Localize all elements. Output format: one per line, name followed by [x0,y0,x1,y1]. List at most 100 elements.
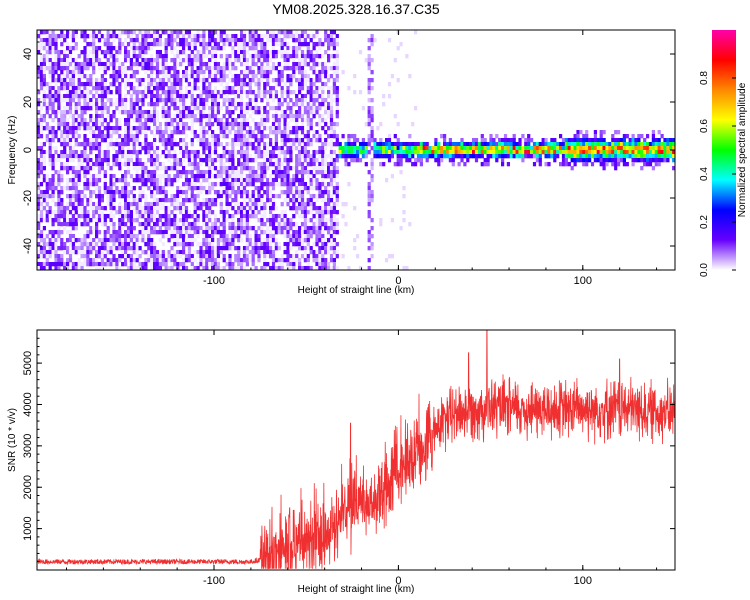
heatmap-cell [237,246,241,251]
heatmap-cell [153,178,157,183]
heatmap-cell [222,210,226,215]
heatmap-cell [135,134,139,139]
heatmap-cell [193,238,197,243]
heatmap-cell [92,62,96,67]
heatmap-cell [321,154,325,159]
heatmap-cell [248,46,252,51]
heatmap-cell [495,150,499,155]
heatmap-cell [225,134,229,139]
heatmap-cell [399,170,403,175]
heatmap-cell [100,34,104,39]
heatmap-cell [202,198,206,203]
heatmap-cell [318,70,322,75]
heatmap-cell [199,58,203,63]
heatmap-cell [251,166,255,171]
heatmap-cell [106,38,110,43]
heatmap-cell [124,110,128,115]
heatmap-cell [306,254,310,259]
heatmap-cell [71,174,75,179]
heatmap-cell [83,262,87,267]
heatmap-cell [89,218,93,223]
heatmap-cell [234,106,238,111]
heatmap-cell [39,234,44,239]
heatmap-cell [190,94,194,99]
heatmap-cell [327,74,331,79]
heatmap-cell [263,246,267,251]
heatmap-cell [213,54,218,59]
heatmap-cell [57,178,61,183]
heatmap-cell [97,238,102,243]
heatmap-cell [295,174,299,179]
heatmap-cell [92,246,96,251]
heatmap-cell [321,222,325,227]
heatmap-cell [60,122,64,127]
heatmap-cell [179,82,183,87]
heatmap-cell [92,50,96,55]
heatmap-cell [39,190,44,195]
heatmap-cell [469,146,473,151]
heatmap-cell [184,242,189,247]
heatmap-cell [588,142,592,147]
heatmap-cell [561,146,566,151]
heatmap-cell [286,254,290,259]
heatmap-cell [286,194,290,199]
heatmap-cell [80,90,84,95]
heatmap-cell [280,90,284,95]
heatmap-cell [109,54,113,59]
heatmap-cell [306,106,310,111]
heatmap-cell [266,234,270,239]
heatmap-cell [211,166,215,171]
heatmap-cell [161,130,165,135]
heatmap-cell [187,242,191,247]
heatmap-cell [570,138,574,143]
heatmap-cell [280,46,284,51]
heatmap-cell [387,138,392,143]
heatmap-cell [370,126,374,131]
heatmap-cell [80,166,84,171]
heatmap-cell [385,150,389,155]
heatmap-cell [187,126,191,131]
heatmap-cell [205,246,209,251]
heatmap-cell [45,262,49,267]
heatmap-cell [37,122,41,127]
heatmap-cell [280,178,284,183]
heatmap-cell [100,102,104,107]
heatmap-cell [112,202,116,207]
heatmap-cell [269,38,273,43]
heatmap-cell [295,234,299,239]
heatmap-cell [396,154,400,159]
heatmap-cell [309,226,313,231]
heatmap-cell [245,218,249,223]
heatmap-cell [585,134,589,139]
heatmap-cell [176,70,180,75]
heatmap-cell [295,162,299,167]
heatmap-cell [158,198,162,203]
heatmap-cell [63,146,67,151]
heatmap-cell [263,94,267,99]
heatmap-cell [100,166,104,171]
heatmap-cell [118,246,122,251]
heatmap-cell [211,138,215,143]
heatmap-cell [582,146,586,151]
heatmap-cell [187,258,191,263]
heatmap-cell [286,94,290,99]
heatmap-cell [234,38,238,43]
heatmap-cell [92,94,96,99]
heatmap-cell [271,146,276,151]
heatmap-cell [590,150,595,155]
heatmap-cell [74,222,78,227]
heatmap-cell [124,198,128,203]
heatmap-cell [179,42,183,47]
heatmap-cell [327,106,331,111]
heatmap-cell [173,38,177,43]
heatmap-cell [327,94,331,99]
heatmap-cell [503,134,508,139]
heatmap-cell [60,150,64,155]
heatmap-cell [39,46,44,51]
heatmap-cell [80,62,84,67]
heatmap-cell [60,78,64,83]
heatmap-cell [147,230,151,235]
heatmap-cell [335,102,339,107]
chart-title: YM08.2025.328.16.37.C35 [272,1,440,17]
heatmap-cell [257,210,261,215]
